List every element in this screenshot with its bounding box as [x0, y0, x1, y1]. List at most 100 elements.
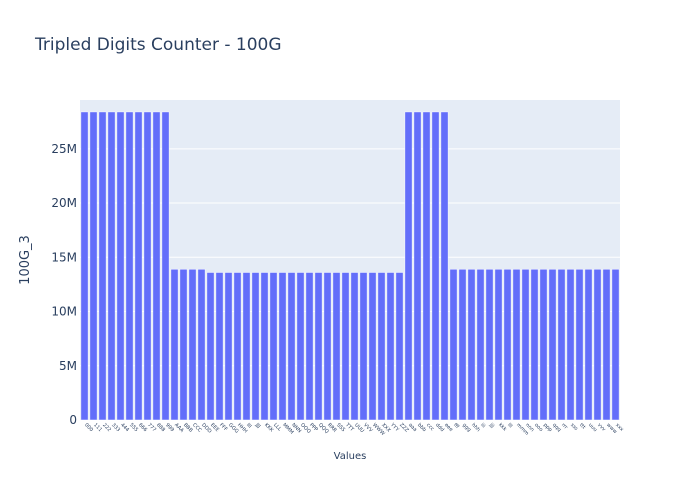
x-tick-label: ppp	[542, 422, 553, 433]
bar-BBB	[179, 268, 188, 421]
x-tick-label: xxx	[614, 422, 625, 433]
bar-RRR	[323, 272, 332, 421]
x-tick-label: fff	[452, 422, 460, 430]
bar-KKK	[260, 272, 269, 421]
bar-HHH	[233, 272, 242, 421]
bar-222	[98, 111, 107, 421]
bar-eee	[440, 111, 449, 421]
x-tick-label: ccc	[425, 422, 435, 432]
bar-GGG	[224, 272, 233, 421]
bar-AAA	[170, 268, 179, 421]
bar-PPP	[305, 272, 314, 421]
x-tick-label: FFF	[218, 422, 228, 432]
bar-jjj	[485, 268, 494, 421]
x-tick-label: ggg	[461, 422, 472, 433]
y-tick-label: 0	[69, 413, 77, 427]
bar-OOO	[296, 272, 305, 421]
bar-YYY	[386, 272, 395, 421]
bar-ttt	[575, 268, 584, 421]
bar-555	[125, 111, 134, 421]
x-tick-label: sss	[569, 422, 579, 432]
bar-rrr	[557, 268, 566, 421]
x-tick-label: 777	[146, 422, 157, 433]
bar-888	[152, 111, 161, 421]
chart-title: Tripled Digits Counter - 100G	[34, 35, 282, 55]
gridlines	[80, 148, 620, 367]
bar-fff	[449, 268, 458, 421]
bar-ddd	[431, 111, 440, 421]
x-tick-label: 444	[119, 422, 130, 433]
bar-aaa	[404, 111, 413, 421]
bar-iii	[476, 268, 485, 421]
x-tick-label: YYY	[388, 421, 400, 433]
x-tick-label: lll	[506, 422, 513, 429]
bars	[80, 111, 620, 421]
bar-ZZZ	[395, 272, 404, 421]
x-tick-label: kkk	[497, 422, 507, 432]
x-axis-ticks: 000111222333444555666777888999AAABBBCCCD…	[83, 421, 625, 436]
x-tick-label: PPP	[308, 422, 319, 433]
bar-lll	[503, 268, 512, 421]
bar-XXX	[377, 272, 386, 421]
x-tick-label: 111	[92, 422, 103, 433]
x-tick-label: vvv	[596, 422, 607, 433]
x-tick-label: hhh	[470, 422, 481, 433]
y-tick-label: 5M	[59, 359, 77, 373]
x-tick-label: TTT	[343, 421, 355, 433]
bar-000	[80, 111, 89, 421]
bar-LLL	[269, 272, 278, 421]
bar-WWW	[368, 272, 377, 421]
y-axis-ticks: 0 5M 10M 15M 20M 25M	[51, 142, 77, 427]
bar-UUU	[350, 272, 359, 421]
bar-ccc	[422, 111, 431, 421]
x-tick-label: ttt	[578, 422, 586, 430]
plot-background	[80, 100, 620, 420]
y-axis-title: 100G_3	[18, 235, 33, 285]
x-tick-label: rrr	[560, 422, 569, 431]
bar-hhh	[467, 268, 476, 421]
x-tick-label: eee	[443, 422, 454, 433]
bar-333	[107, 111, 116, 421]
bar-qqq	[548, 268, 557, 421]
bar-mmm	[512, 268, 521, 421]
x-tick-label: JJJ	[253, 421, 261, 429]
x-tick-label: uuu	[587, 422, 598, 433]
x-tick-label: qqq	[551, 422, 562, 433]
bar-TTT	[341, 272, 350, 421]
bar-bbb	[413, 111, 422, 421]
x-tick-label: III	[245, 422, 252, 429]
x-tick-label: 000	[83, 422, 94, 433]
x-tick-label: 999	[164, 422, 175, 433]
y-tick-label: 10M	[51, 305, 77, 319]
y-tick-label: 20M	[51, 196, 77, 210]
bar-999	[161, 111, 170, 421]
x-tick-label: BBB	[182, 422, 194, 434]
x-axis-title: Values	[334, 451, 367, 462]
x-tick-label: aaa	[407, 422, 418, 433]
bar-VVV	[359, 272, 368, 421]
bar-xxx	[611, 268, 620, 421]
bar-ppp	[539, 268, 548, 421]
bar-ggg	[458, 268, 467, 421]
bar-vvv	[593, 268, 602, 421]
x-tick-label: SSS	[335, 422, 346, 433]
x-tick-label: 666	[137, 422, 148, 433]
x-tick-label: bbb	[416, 422, 427, 433]
bar-EEE	[206, 272, 215, 421]
bar-www	[602, 268, 611, 421]
x-tick-label: ddd	[434, 422, 445, 433]
bar-uuu	[584, 268, 593, 421]
bar-ooo	[530, 268, 539, 421]
x-tick-label: VVV	[362, 422, 374, 434]
x-tick-label: ooo	[533, 422, 544, 433]
bar-111	[89, 111, 98, 421]
x-tick-label: EEE	[209, 422, 220, 433]
x-tick-label: LLL	[272, 422, 282, 432]
x-tick-label: XXX	[380, 422, 392, 434]
bar-JJJ	[251, 272, 260, 421]
bar-kkk	[494, 268, 503, 421]
x-tick-label: 333	[110, 422, 121, 433]
bar-III	[242, 272, 251, 421]
y-tick-label: 15M	[51, 250, 77, 264]
